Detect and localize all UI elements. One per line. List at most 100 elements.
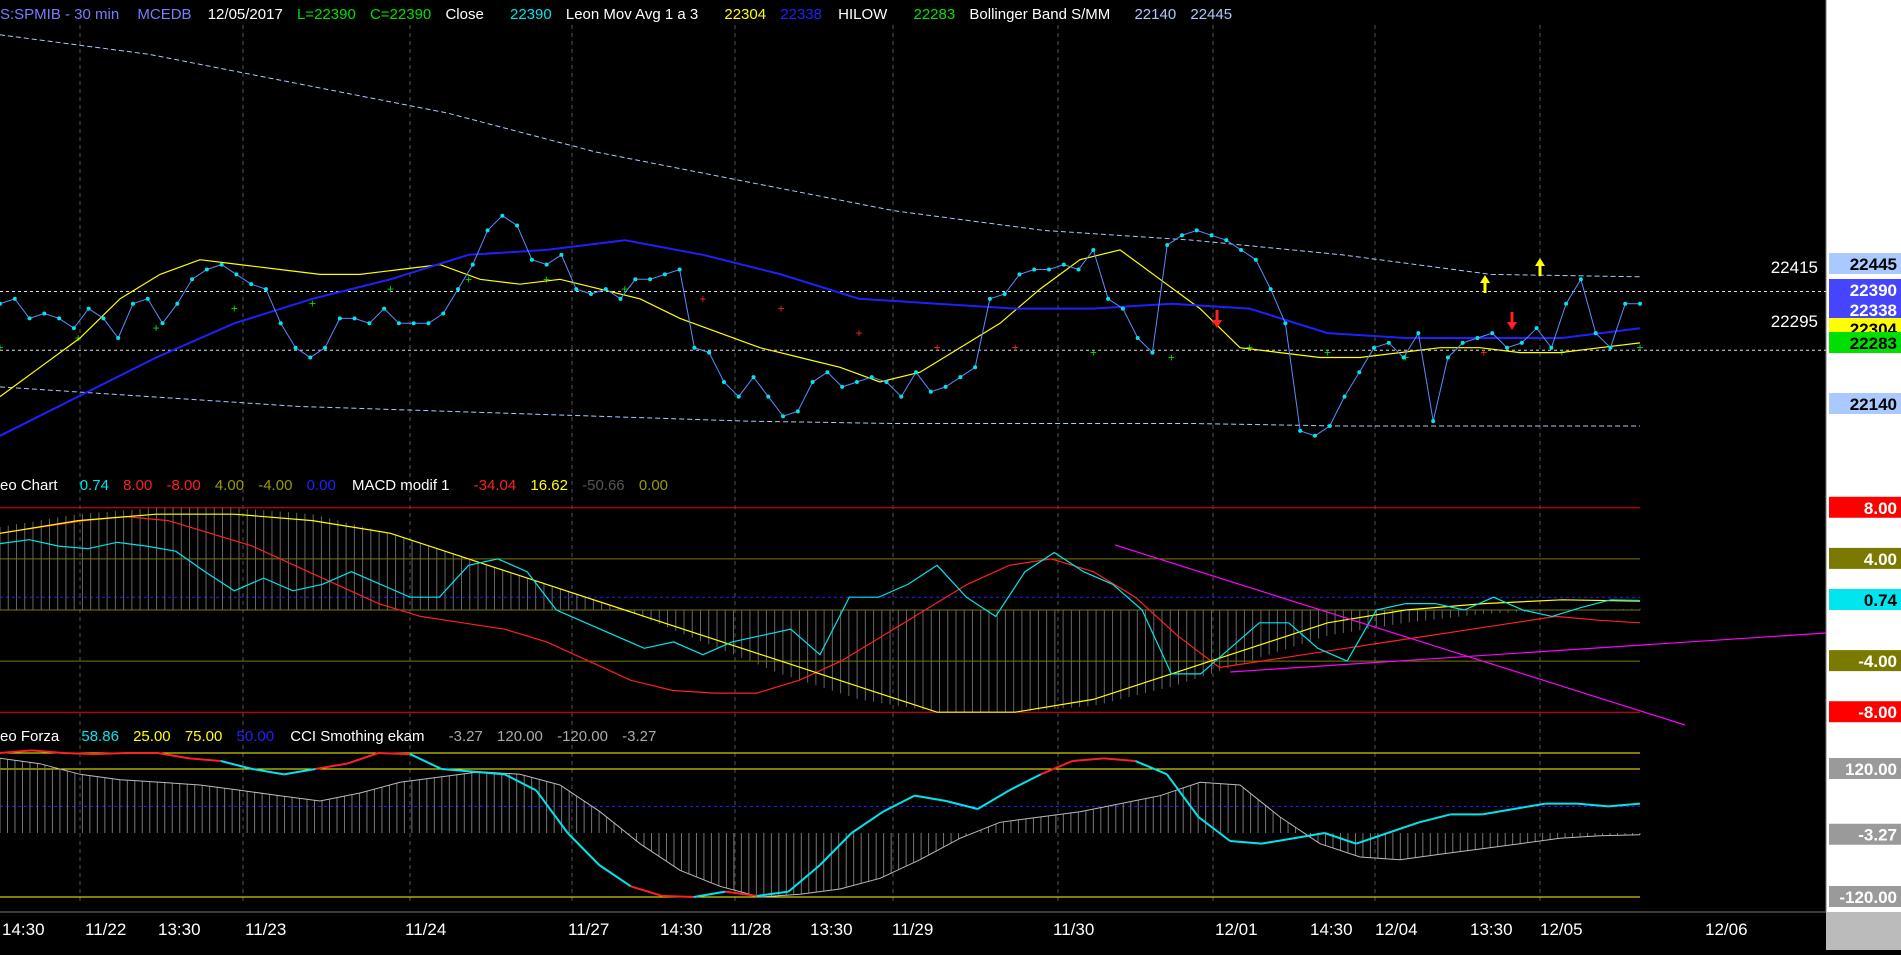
close-point xyxy=(1372,345,1377,350)
price-badge xyxy=(1829,332,1901,353)
osc-badge-text: 8.00 xyxy=(1864,499,1897,518)
forza-segment xyxy=(220,760,253,770)
cci-axis-tick: -50.00 xyxy=(1845,851,1893,870)
close-point xyxy=(160,321,165,326)
bollinger-lower-line xyxy=(0,386,1640,427)
forza-segment xyxy=(630,885,663,897)
close-point xyxy=(337,316,342,321)
close-point xyxy=(1327,423,1332,428)
close-point xyxy=(190,277,195,282)
close-point xyxy=(692,345,697,350)
close-point xyxy=(869,375,874,380)
forza-segment xyxy=(504,773,537,792)
hilow-point: + xyxy=(543,272,550,286)
forza-segment xyxy=(977,789,1010,810)
hilow-point: + xyxy=(387,282,394,296)
cci-badge xyxy=(1829,886,1901,907)
close-point xyxy=(529,257,534,262)
osc-badge xyxy=(1829,547,1901,569)
forza-segment xyxy=(1229,840,1262,845)
osc-name: eo Chart xyxy=(0,477,58,494)
close-point xyxy=(766,394,771,399)
close-point xyxy=(116,335,121,340)
close-point xyxy=(1342,394,1347,399)
close-point xyxy=(278,321,283,326)
close-point xyxy=(1002,291,1007,296)
forza-name: eo Forza xyxy=(0,728,60,745)
osc-badge-text: -8.00 xyxy=(1858,703,1897,722)
macd-value-1: -34.04 xyxy=(474,477,517,494)
lower-level-label: 22295 xyxy=(1771,312,1818,331)
forza-segment xyxy=(315,762,348,770)
close-point xyxy=(943,384,948,389)
close-point xyxy=(308,355,313,360)
forza-segment xyxy=(850,810,884,834)
hilow-point: + xyxy=(309,297,316,311)
forza-value-1: 58.86 xyxy=(81,728,119,745)
signal-line xyxy=(0,513,1641,713)
time-axis-tick: 11/30 xyxy=(1053,920,1094,939)
forza-segment xyxy=(283,768,316,776)
close-point xyxy=(500,213,505,218)
hilow-point: + xyxy=(153,321,160,335)
forza-segment xyxy=(1008,773,1042,792)
forza-segment xyxy=(882,794,916,813)
forza-segment xyxy=(31,749,64,754)
forza-segment xyxy=(0,749,32,754)
close-point xyxy=(27,316,32,321)
price-badge-text: 22390 xyxy=(1850,281,1897,300)
hilow-point: + xyxy=(1090,346,1097,360)
date-label: 12/05/2017 xyxy=(208,6,283,23)
time-axis-tick: 11/22 xyxy=(85,920,126,939)
time-axis-tick: 12/05 xyxy=(1540,920,1583,939)
price-axis-tick: 22700 xyxy=(1846,143,1893,162)
close-point xyxy=(1224,238,1229,243)
osc-badge xyxy=(1829,496,1901,518)
forza-value-3: 75.00 xyxy=(185,728,223,745)
osc-value-5: -4.00 xyxy=(258,477,292,494)
close-point xyxy=(559,252,564,257)
close-point xyxy=(219,262,224,267)
close-point xyxy=(293,345,298,350)
buy-arrow-icon xyxy=(1535,258,1545,276)
osc-value-4: 4.00 xyxy=(215,477,244,494)
close-point xyxy=(352,316,357,321)
buy-arrow-icon xyxy=(1480,275,1490,293)
bollinger-upper-line xyxy=(0,34,1641,278)
price-badge-text: 22338 xyxy=(1850,301,1897,320)
close-series-value: 22390 xyxy=(510,6,552,23)
osc-badge-text: -4.00 xyxy=(1858,652,1897,671)
close-point xyxy=(249,282,254,287)
close-point xyxy=(1091,247,1096,252)
cci-value-4: -3.27 xyxy=(622,728,656,745)
close-point xyxy=(86,306,91,311)
hilow-point: + xyxy=(1246,341,1253,355)
osc-value-1: 0.74 xyxy=(80,477,109,494)
close-point xyxy=(1638,301,1642,306)
time-axis-tick: 14:30 xyxy=(2,920,45,939)
cci-axis-tick: 50.00 xyxy=(1850,797,1893,816)
hilow-point: + xyxy=(934,341,941,355)
forza-segment xyxy=(566,832,600,866)
close-point xyxy=(71,326,76,331)
close-point xyxy=(958,375,963,380)
price-axis-tick: 22100 xyxy=(1846,437,1893,456)
trendline-down xyxy=(1114,544,1686,726)
close-point xyxy=(145,296,150,301)
forza-segment xyxy=(914,794,947,802)
close-point xyxy=(1106,296,1111,301)
price-badge xyxy=(1829,299,1901,320)
close-point xyxy=(175,301,180,306)
close-point xyxy=(1593,331,1598,336)
close-point xyxy=(396,321,401,326)
forza-segment xyxy=(693,890,726,898)
price-badge xyxy=(1829,393,1901,414)
close-point xyxy=(411,321,416,326)
forza-segment xyxy=(1513,802,1546,810)
close-point xyxy=(1283,321,1288,326)
close-point xyxy=(323,345,328,350)
upper-level-label: 22415 xyxy=(1771,258,1818,277)
